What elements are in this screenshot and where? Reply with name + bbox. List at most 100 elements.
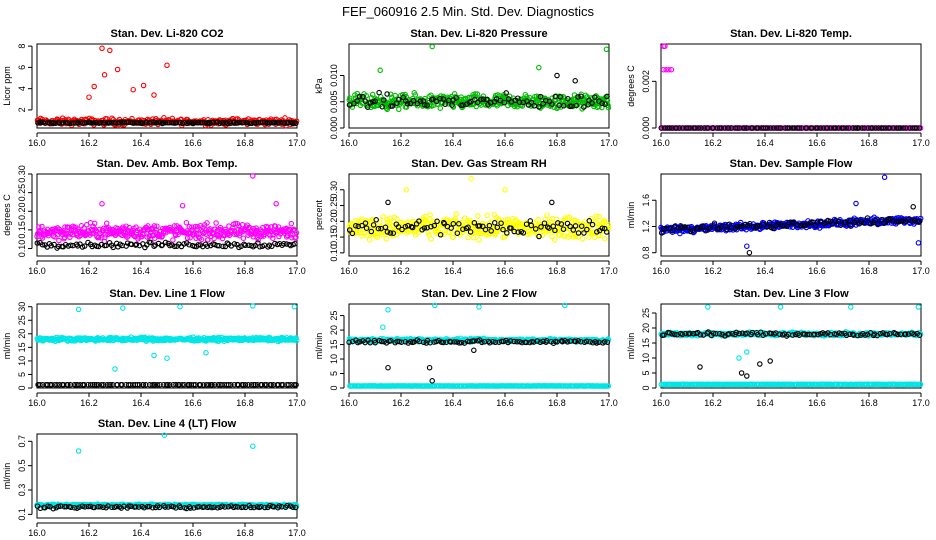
data-point — [93, 227, 99, 234]
y-axis-label: degrees C — [626, 65, 636, 107]
data-point — [421, 225, 428, 231]
data-point — [98, 381, 105, 388]
data-point — [587, 339, 593, 345]
points — [346, 302, 612, 389]
data-point — [152, 119, 158, 126]
data-point — [275, 224, 282, 230]
data-point — [472, 96, 478, 103]
data-point — [478, 96, 484, 103]
data-point — [669, 331, 675, 337]
data-point — [531, 220, 538, 226]
y-tick-label: 0.010 — [329, 64, 339, 87]
plot-frame — [660, 173, 922, 257]
data-point — [604, 339, 611, 345]
data-point — [766, 219, 773, 226]
data-point — [102, 232, 109, 238]
data-point — [177, 303, 183, 310]
data-point — [123, 243, 129, 249]
x-tick-label: 16.8 — [236, 138, 254, 148]
data-point — [549, 199, 555, 206]
data-point — [189, 224, 195, 230]
data-point — [532, 226, 539, 232]
data-point — [916, 125, 923, 131]
data-point — [584, 226, 590, 233]
data-point — [672, 331, 678, 338]
data-point — [536, 64, 542, 71]
data-point — [580, 104, 587, 110]
data-point — [62, 241, 69, 248]
data-point — [725, 125, 732, 131]
panel-title: Stan. Dev. Sample Flow — [730, 158, 853, 170]
data-point — [476, 223, 483, 229]
y-tick-label: 0.10 — [17, 240, 27, 258]
data-point — [354, 98, 360, 104]
data-point — [687, 330, 693, 337]
data-point — [250, 173, 256, 179]
data-point — [591, 94, 598, 100]
plot-frame — [660, 303, 922, 389]
data-point — [486, 222, 493, 229]
x-tick-label: 16.4 — [756, 266, 774, 276]
data-point — [476, 304, 482, 310]
data-point — [872, 217, 878, 224]
data-point — [605, 104, 612, 111]
data-point — [559, 338, 566, 345]
data-point — [528, 222, 535, 229]
data-point — [240, 235, 247, 241]
data-point — [376, 89, 382, 96]
data-point — [194, 223, 201, 230]
data-point — [70, 223, 76, 230]
data-point — [272, 223, 279, 230]
x-tick-label: 17.0 — [600, 138, 618, 148]
data-point — [164, 62, 170, 69]
data-point — [471, 338, 477, 344]
data-point — [347, 95, 353, 101]
x-tick-label: 17.0 — [600, 398, 618, 408]
data-point — [736, 355, 742, 361]
data-point — [225, 381, 232, 388]
y-tick-label: 0.000 — [329, 117, 339, 140]
data-point — [900, 125, 907, 131]
data-point — [382, 224, 389, 231]
data-point — [537, 339, 544, 346]
data-point — [498, 220, 504, 226]
data-point — [474, 99, 481, 106]
data-point — [482, 226, 489, 233]
data-point — [293, 230, 300, 236]
figure-title: FEF_060916 2.5 Min. Std. Dev. Diagnostic… — [342, 4, 594, 19]
data-point — [685, 125, 691, 131]
data-point — [602, 236, 608, 242]
data-point — [915, 240, 922, 246]
data-point — [666, 330, 673, 336]
data-point — [467, 229, 474, 235]
data-point — [471, 220, 478, 226]
y-tick-label: 10 — [329, 354, 339, 364]
y-axis-label: Licor ppm — [2, 66, 12, 106]
x-tick-label: 16.6 — [496, 138, 514, 148]
data-point — [897, 125, 904, 131]
data-point — [405, 228, 412, 235]
data-point — [744, 243, 750, 249]
data-point — [385, 199, 391, 206]
data-point — [661, 225, 667, 232]
data-point — [440, 339, 446, 346]
data-point — [523, 221, 530, 227]
data-point — [104, 382, 110, 388]
data-point — [719, 331, 725, 338]
data-point — [861, 220, 867, 226]
x-tick-label: 16.4 — [444, 266, 462, 276]
data-point — [390, 230, 397, 236]
data-point — [427, 216, 433, 222]
data-point — [776, 125, 782, 131]
data-point — [90, 381, 96, 388]
data-point — [666, 125, 673, 131]
data-point — [578, 93, 584, 100]
data-point — [242, 242, 249, 249]
data-point — [546, 225, 552, 231]
data-point — [60, 230, 67, 236]
data-point — [578, 339, 584, 345]
x-tick-label: 16.0 — [652, 138, 670, 148]
data-point — [48, 243, 54, 249]
data-point — [458, 339, 465, 346]
